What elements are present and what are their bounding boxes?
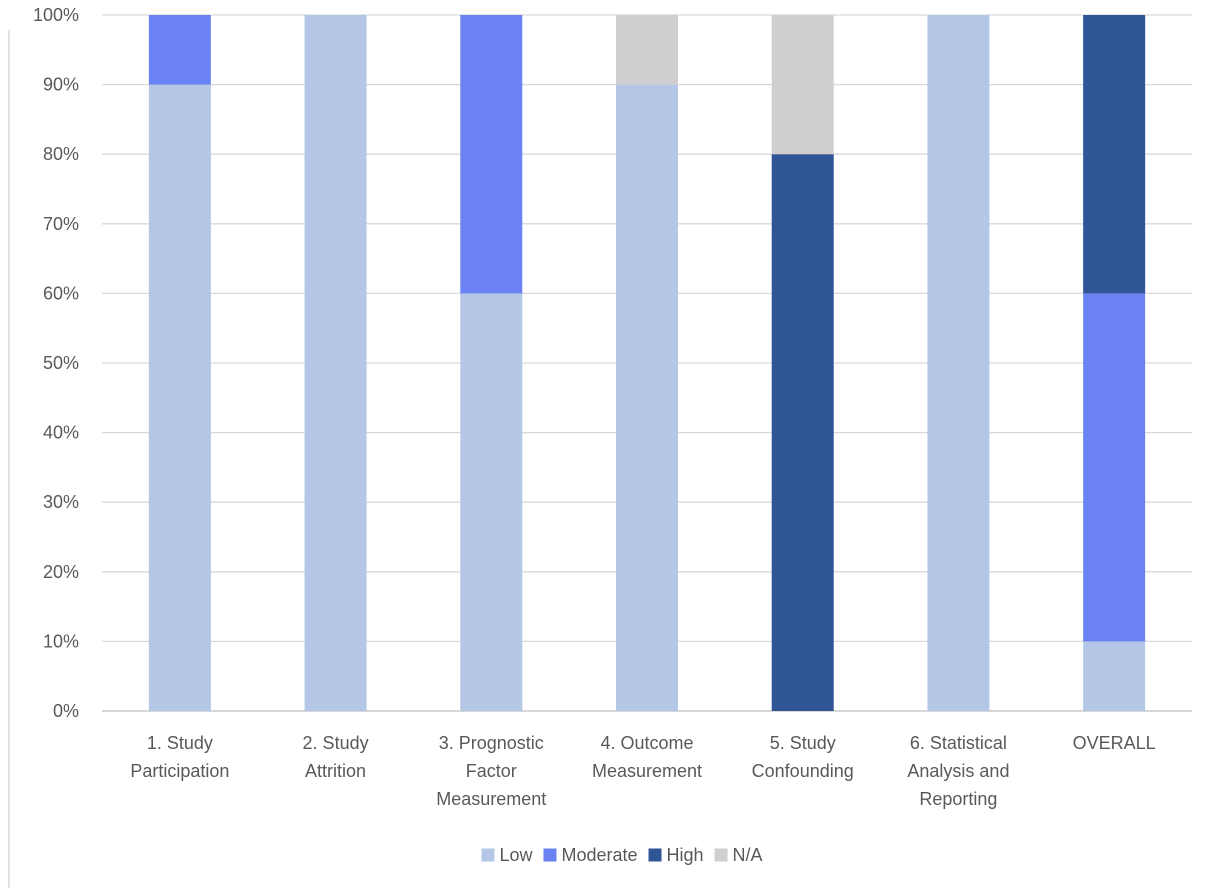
x-category-label: Measurement <box>436 789 546 809</box>
bar-segment-moderate <box>148 15 211 85</box>
x-category-label: 1. Study <box>147 733 213 753</box>
x-category-label: Analysis and <box>907 761 1009 781</box>
x-category-label: Factor <box>466 761 517 781</box>
y-tick-label: 10% <box>43 631 79 651</box>
x-category-label: 3. Prognostic <box>439 733 544 753</box>
y-tick-label: 100% <box>33 5 79 25</box>
legend-label: N/A <box>733 845 763 865</box>
y-tick-label: 50% <box>43 353 79 373</box>
x-category-label: Measurement <box>592 761 702 781</box>
y-tick-label: 90% <box>43 75 79 95</box>
x-category-label: 6. Statistical <box>910 733 1007 753</box>
x-category-label: Confounding <box>752 761 854 781</box>
y-tick-label: 60% <box>43 283 79 303</box>
bar-segment-low <box>1083 641 1146 711</box>
bar-segment-high <box>771 154 834 711</box>
bar-segment-low <box>927 15 990 711</box>
x-category-label: Participation <box>130 761 229 781</box>
bar-segment-n-a <box>616 15 678 85</box>
bar-segment-low <box>616 84 678 712</box>
legend-label: Low <box>499 845 533 865</box>
y-tick-label: 0% <box>53 701 79 721</box>
y-tick-label: 70% <box>43 214 79 234</box>
y-tick-label: 20% <box>43 562 79 582</box>
y-axis-ticks: 0% 10% 20% 30% 40% 50% 60% 70% 80% 90% 100% <box>33 5 79 721</box>
x-category-label: 2. Study <box>303 733 369 753</box>
bar-segment-low <box>148 84 211 712</box>
x-category-label: 4. Outcome <box>600 733 693 753</box>
bar-segment-low <box>304 15 367 711</box>
x-category-label: 5. Study <box>770 733 836 753</box>
bar-segment-n-a <box>771 15 834 155</box>
y-tick-label: 30% <box>43 492 79 512</box>
y-tick-label: 40% <box>43 423 79 443</box>
x-category-label: Reporting <box>919 789 997 809</box>
legend-swatch <box>481 848 495 862</box>
y-tick-label: 80% <box>43 144 79 164</box>
legend-swatch <box>714 848 728 862</box>
legend-label: Moderate <box>561 845 637 865</box>
legend-swatch <box>648 848 662 862</box>
bar-segment-low <box>460 293 523 711</box>
legend-label: High <box>667 845 704 865</box>
bar-segment-high <box>1083 15 1146 294</box>
legend: Low Moderate High N/A <box>481 845 763 865</box>
bar-segment-moderate <box>460 15 523 294</box>
bars <box>148 15 1146 712</box>
legend-swatch <box>543 848 557 862</box>
x-category-label: Attrition <box>305 761 366 781</box>
x-axis-categories: 1. Study Participation 2. Study Attrition 3.… <box>130 733 1155 809</box>
bar-segment-moderate <box>1083 293 1146 642</box>
x-category-label: OVERALL <box>1073 733 1156 753</box>
